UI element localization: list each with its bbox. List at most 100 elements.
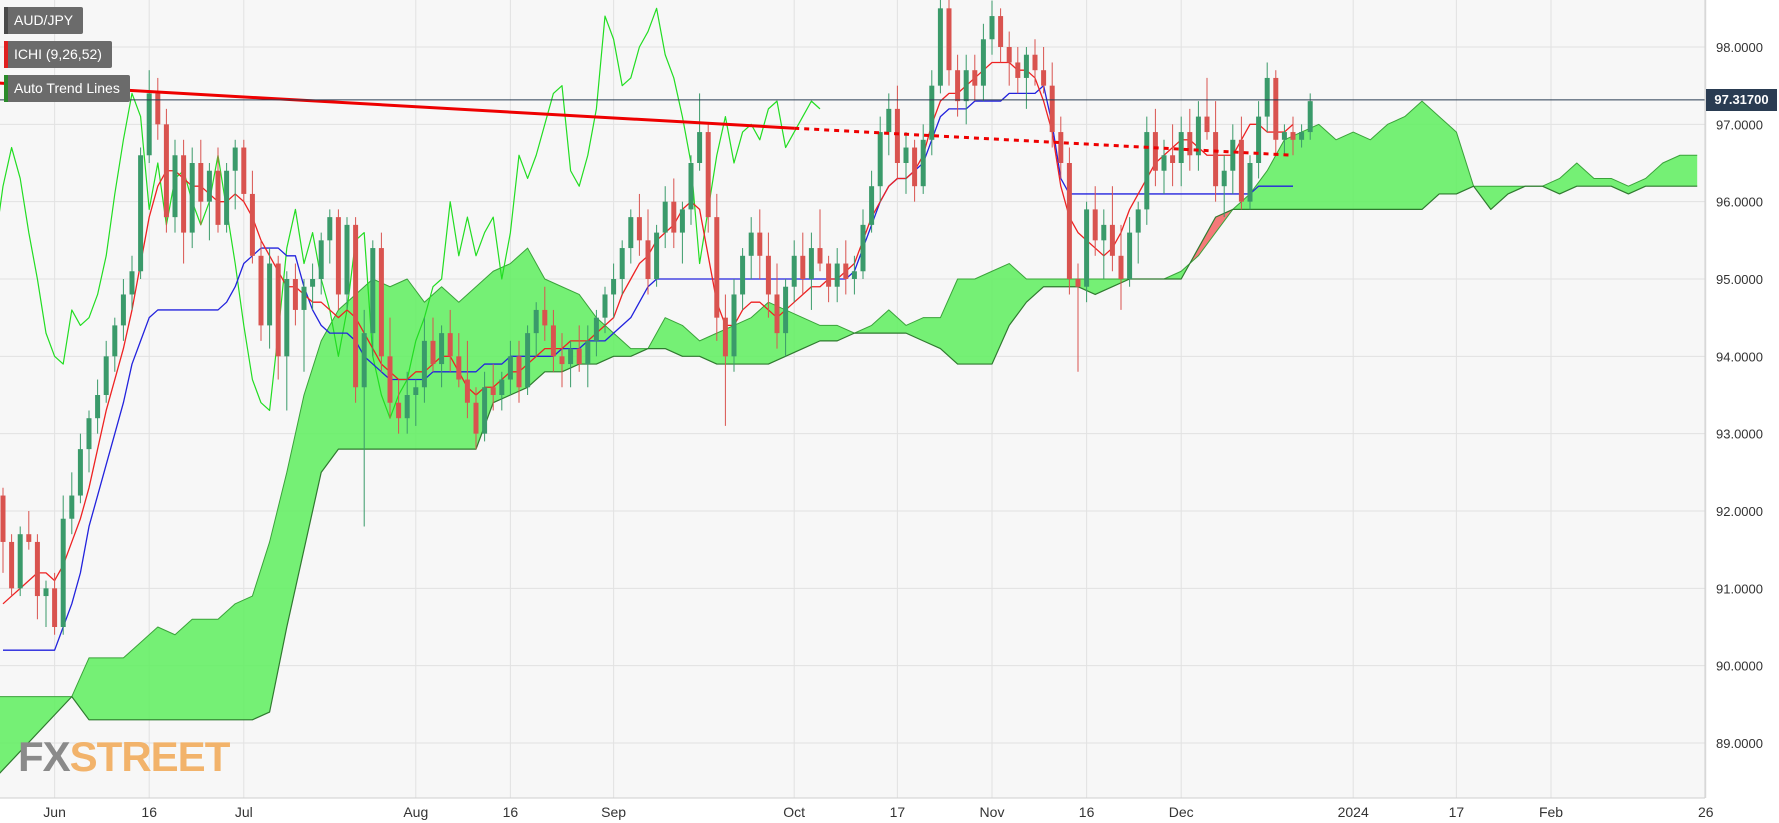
- candle-down: [559, 356, 565, 365]
- candle-up: [318, 240, 324, 279]
- candle-up: [568, 348, 574, 365]
- candle-up: [593, 317, 599, 341]
- candle-down: [542, 309, 548, 326]
- candle-up: [1144, 132, 1150, 210]
- candle-up: [697, 132, 703, 163]
- candle-down: [1032, 54, 1038, 71]
- candle-up: [370, 248, 376, 334]
- y-tick-label: 93.0000: [1716, 427, 1763, 442]
- candle-up: [731, 294, 737, 357]
- candle-up: [172, 155, 178, 218]
- legend-symbol-swatch: [4, 7, 8, 34]
- y-tick-label: 94.0000: [1716, 349, 1763, 364]
- candle-up: [206, 170, 212, 202]
- candle-up: [310, 279, 316, 287]
- candle-down: [1006, 47, 1012, 63]
- fxstreet-logo: FXSTREET: [18, 733, 231, 781]
- candle-up: [60, 518, 66, 627]
- legend-trend-lines-swatch: [4, 75, 8, 102]
- x-tick-label: 16: [503, 804, 519, 820]
- candle-down: [34, 541, 40, 597]
- candle-up: [851, 271, 857, 279]
- candle-up: [1247, 163, 1253, 202]
- candle-up: [533, 309, 539, 334]
- candle-down: [826, 263, 832, 287]
- candle-down: [800, 255, 806, 279]
- candle-up: [602, 294, 608, 318]
- candle-up: [146, 93, 152, 156]
- candle-up: [585, 340, 591, 365]
- candle-down: [516, 356, 522, 388]
- candle-up: [327, 217, 333, 241]
- candle-down: [1213, 132, 1219, 187]
- candle-up: [95, 395, 101, 419]
- candle-down: [198, 163, 204, 202]
- candles: [0, 0, 1313, 635]
- candle-up: [869, 186, 875, 225]
- candle-up: [138, 155, 144, 272]
- cloud-bearish: [1189, 209, 1233, 264]
- candle-up: [1161, 155, 1167, 171]
- candle-down: [473, 402, 479, 434]
- candle-down: [576, 348, 582, 365]
- x-tick-label: Feb: [1539, 804, 1563, 820]
- candle-down: [181, 155, 187, 233]
- candle-up: [929, 85, 935, 140]
- x-tick-label: Nov: [980, 804, 1005, 820]
- candle-down: [1238, 139, 1244, 202]
- candle-up: [189, 163, 195, 233]
- candle-up: [791, 255, 797, 287]
- candle-down: [1187, 132, 1193, 156]
- y-tick-label: 89.0000: [1716, 736, 1763, 751]
- candle-down: [155, 93, 161, 125]
- candle-up: [877, 132, 883, 187]
- candle-down: [1204, 116, 1210, 133]
- candle-up: [86, 418, 92, 450]
- x-tick-label: Jun: [43, 804, 66, 820]
- senkou-span-b: [0, 185, 1698, 774]
- candle-up: [1307, 101, 1313, 133]
- senkou-span-a: [0, 100, 1698, 698]
- candle-down: [894, 108, 900, 163]
- x-tick-label: Dec: [1169, 804, 1194, 820]
- candle-down: [0, 495, 6, 542]
- legend-trend-lines-label: Auto Trend Lines: [14, 80, 120, 96]
- candle-down: [636, 217, 642, 241]
- legend-ichimoku-swatch: [4, 41, 8, 68]
- candle-down: [1066, 163, 1072, 279]
- candle-down: [645, 240, 651, 279]
- candle-up: [619, 248, 625, 279]
- candle-up: [1101, 224, 1107, 241]
- candle-up: [404, 395, 410, 419]
- candle-up: [963, 70, 969, 102]
- x-axis: Jun 16 Jul Aug 16 Sep Oct 17 Nov 16 Dec 2024 17 Feb 26: [43, 804, 1713, 820]
- candle-up: [662, 201, 668, 233]
- candle-down: [550, 325, 556, 357]
- x-tick-label: Oct: [783, 804, 805, 820]
- candle-down: [774, 294, 780, 334]
- candle-down: [843, 263, 849, 279]
- candle-up: [421, 340, 427, 388]
- legend-ichimoku[interactable]: ICHI (9,26,52): [4, 41, 112, 68]
- candle-down: [456, 356, 462, 380]
- candle-up: [1195, 116, 1201, 156]
- candle-up: [129, 271, 135, 295]
- candle-down: [490, 387, 496, 395]
- legend-trend-lines[interactable]: Auto Trend Lines: [4, 75, 130, 102]
- candle-up: [748, 232, 754, 256]
- candle-down: [292, 279, 298, 310]
- y-tick-label: 95.0000: [1716, 272, 1763, 287]
- candle-up: [1084, 209, 1090, 287]
- candle-down: [1273, 77, 1279, 140]
- y-tick-label: 98.0000: [1716, 40, 1763, 55]
- candle-down: [215, 170, 221, 225]
- y-tick-label: 96.0000: [1716, 195, 1763, 210]
- y-tick-label: 91.0000: [1716, 581, 1763, 596]
- legend-symbol[interactable]: AUD/JPY: [4, 7, 84, 34]
- candle-down: [52, 588, 58, 627]
- ichimoku-cloud: [0, 100, 1698, 774]
- logo-street: STREET: [69, 733, 231, 780]
- x-tick-label: 17: [890, 804, 906, 820]
- candle-down: [1152, 132, 1158, 171]
- legend-symbol-label: AUD/JPY: [14, 12, 74, 28]
